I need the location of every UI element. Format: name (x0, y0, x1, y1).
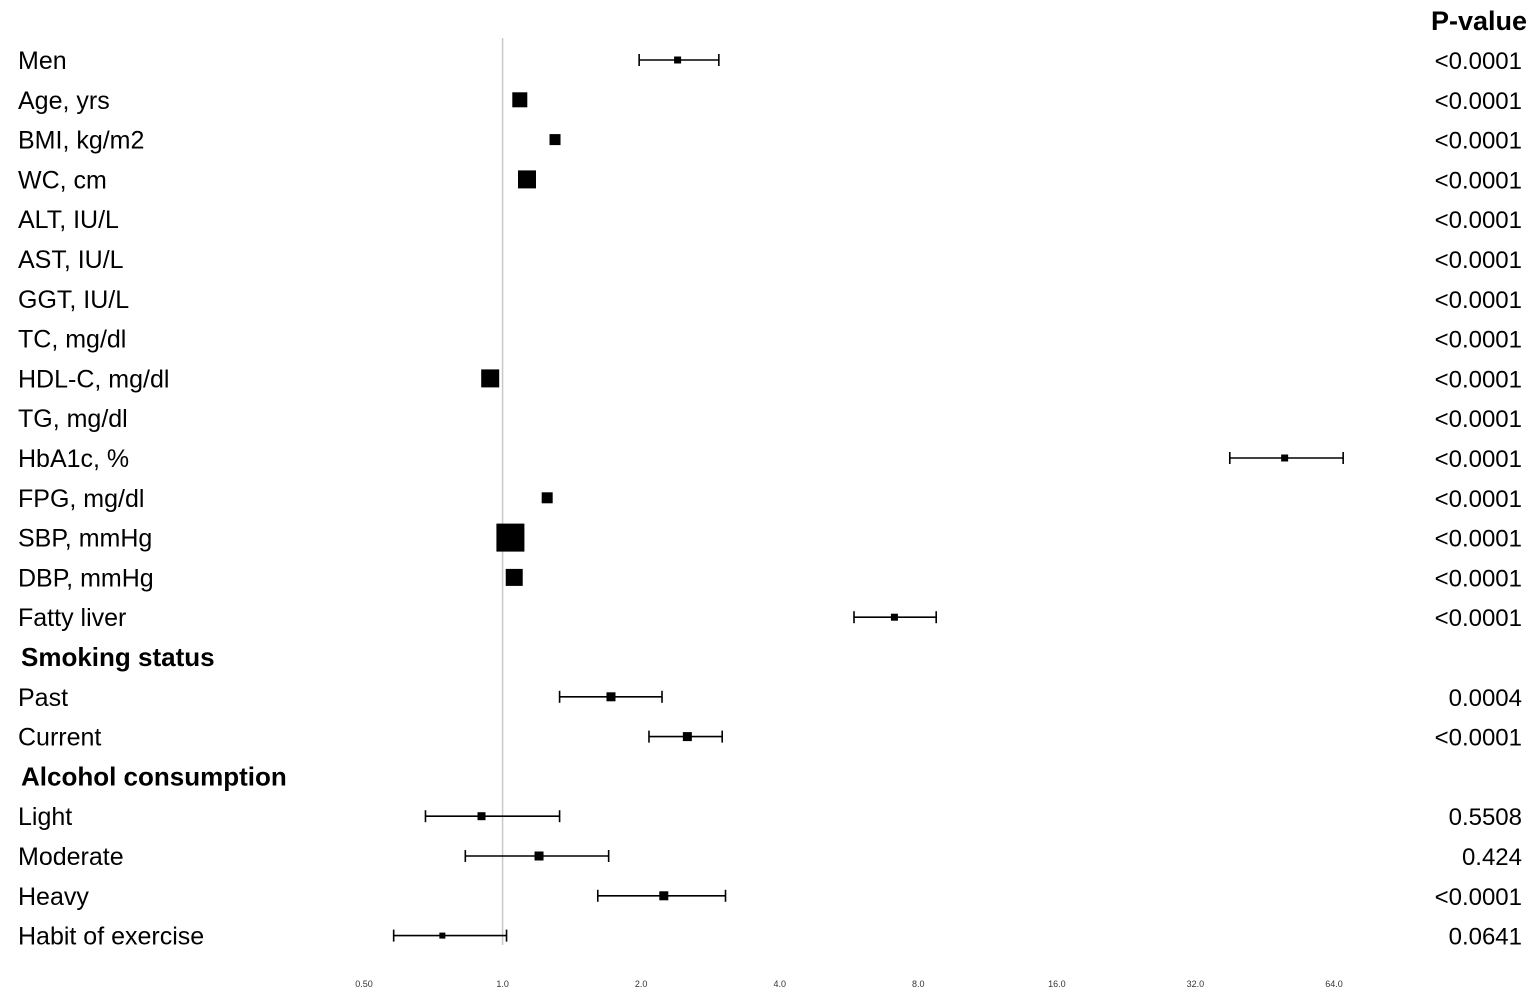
forest-row: Heavy <0.0001 (18, 883, 1522, 911)
x-tick-label: 4.0 (773, 979, 786, 989)
forest-row: Past 0.0004 (18, 684, 1522, 712)
group-header-label: Alcohol consumption (21, 761, 287, 791)
forest-row: Fatty liver <0.0001 (18, 604, 1522, 632)
forest-row: Moderate 0.424 (18, 843, 1522, 871)
row-pvalue: <0.0001 (1435, 366, 1522, 393)
forest-row: SBP, mmHg <0.0001 (18, 523, 1522, 553)
forest-row: Light 0.5508 (18, 803, 1522, 831)
row-label: TC, mg/dl (18, 326, 126, 354)
forest-row: Age, yrs <0.0001 (18, 87, 1522, 115)
point-estimate (890, 613, 898, 621)
point-estimate (606, 692, 616, 702)
row-label: DBP, mmHg (18, 564, 154, 592)
row-pvalue: <0.0001 (1435, 446, 1522, 473)
row-pvalue: 0.0641 (1449, 924, 1522, 951)
row-label: GGT, IU/L (18, 286, 129, 314)
point-estimate (659, 891, 669, 901)
point-estimate (541, 492, 553, 504)
forest-row: Men <0.0001 (18, 47, 1522, 75)
x-tick-label: 2.0 (635, 979, 648, 989)
forest-row: AST, IU/L <0.0001 (18, 246, 1522, 274)
point-estimate (481, 369, 500, 388)
row-label: Past (18, 684, 68, 712)
x-tick-label: 64.0 (1325, 979, 1343, 989)
row-pvalue: <0.0001 (1435, 287, 1522, 314)
point-estimate (505, 568, 523, 586)
point-estimate (439, 932, 446, 939)
row-pvalue: <0.0001 (1435, 486, 1522, 513)
row-pvalue: <0.0001 (1435, 605, 1522, 632)
row-label: Moderate (18, 843, 124, 871)
x-axis: 0.50 1.0 2.0 4.0 8.0 16.0 32.0 64.0 (355, 979, 1343, 989)
row-label: Age, yrs (18, 87, 110, 115)
forest-row: DBP, mmHg <0.0001 (18, 564, 1522, 592)
row-label: Heavy (18, 883, 89, 911)
forest-row: HDL-C, mg/dl <0.0001 (18, 365, 1522, 393)
row-label: FPG, mg/dl (18, 485, 144, 513)
x-tick-label: 0.50 (355, 979, 373, 989)
row-pvalue: <0.0001 (1435, 526, 1522, 553)
group-header-label: Smoking status (21, 642, 215, 672)
row-label: BMI, kg/m2 (18, 127, 144, 155)
forest-row: Alcohol consumption (21, 761, 287, 791)
row-label: ALT, IU/L (18, 206, 119, 234)
row-label: HDL-C, mg/dl (18, 365, 169, 393)
row-label: Fatty liver (18, 604, 126, 632)
row-label: Habit of exercise (18, 923, 204, 951)
forest-row: TG, mg/dl <0.0001 (18, 405, 1522, 433)
point-estimate (549, 134, 561, 146)
row-pvalue: <0.0001 (1435, 88, 1522, 115)
row-pvalue: 0.5508 (1449, 804, 1522, 831)
x-tick-label: 1.0 (496, 979, 509, 989)
row-pvalue: <0.0001 (1435, 167, 1522, 194)
row-label: Men (18, 47, 67, 75)
row-label: Current (18, 724, 101, 752)
forest-row: BMI, kg/m2 <0.0001 (18, 127, 1522, 155)
forest-row: WC, cm <0.0001 (18, 166, 1522, 194)
row-pvalue: <0.0001 (1435, 884, 1522, 911)
point-estimate (1281, 454, 1289, 462)
forest-rows: Men <0.0001 Age, yrs <0.0001 BMI, kg/m2 <0.00… (18, 47, 1522, 951)
x-tick-label: 32.0 (1187, 979, 1205, 989)
x-tick-label: 8.0 (912, 979, 925, 989)
point-estimate (477, 812, 486, 821)
point-estimate (518, 170, 537, 189)
row-label: WC, cm (18, 166, 107, 194)
row-pvalue: <0.0001 (1435, 406, 1522, 433)
x-tick-label: 16.0 (1048, 979, 1066, 989)
row-pvalue: <0.0001 (1435, 48, 1522, 75)
row-label: HbA1c, % (18, 445, 129, 473)
forest-row: FPG, mg/dl <0.0001 (18, 485, 1522, 513)
forest-row: Smoking status (21, 642, 215, 672)
row-pvalue: <0.0001 (1435, 565, 1522, 592)
row-label: TG, mg/dl (18, 405, 128, 433)
forest-row: HbA1c, % <0.0001 (18, 445, 1522, 473)
row-label: Light (18, 803, 72, 831)
row-pvalue: <0.0001 (1435, 327, 1522, 354)
row-pvalue: <0.0001 (1435, 247, 1522, 274)
point-estimate (534, 851, 544, 861)
row-pvalue: 0.424 (1462, 844, 1522, 871)
forest-row: ALT, IU/L <0.0001 (18, 206, 1522, 234)
forest-row: TC, mg/dl <0.0001 (18, 326, 1522, 354)
point-estimate (682, 732, 692, 742)
row-pvalue: 0.0004 (1449, 685, 1522, 712)
forest-row: Current <0.0001 (18, 724, 1522, 752)
row-pvalue: <0.0001 (1435, 128, 1522, 155)
point-estimate (674, 56, 682, 64)
row-pvalue: <0.0001 (1435, 207, 1522, 234)
pvalue-header: P-value (1431, 6, 1527, 36)
point-estimate (512, 92, 528, 108)
row-label: SBP, mmHg (18, 525, 152, 553)
row-label: AST, IU/L (18, 246, 124, 274)
row-pvalue: <0.0001 (1435, 725, 1522, 752)
forest-row: Habit of exercise 0.0641 (18, 923, 1522, 951)
point-estimate (496, 523, 525, 552)
forest-row: GGT, IU/L <0.0001 (18, 286, 1522, 314)
